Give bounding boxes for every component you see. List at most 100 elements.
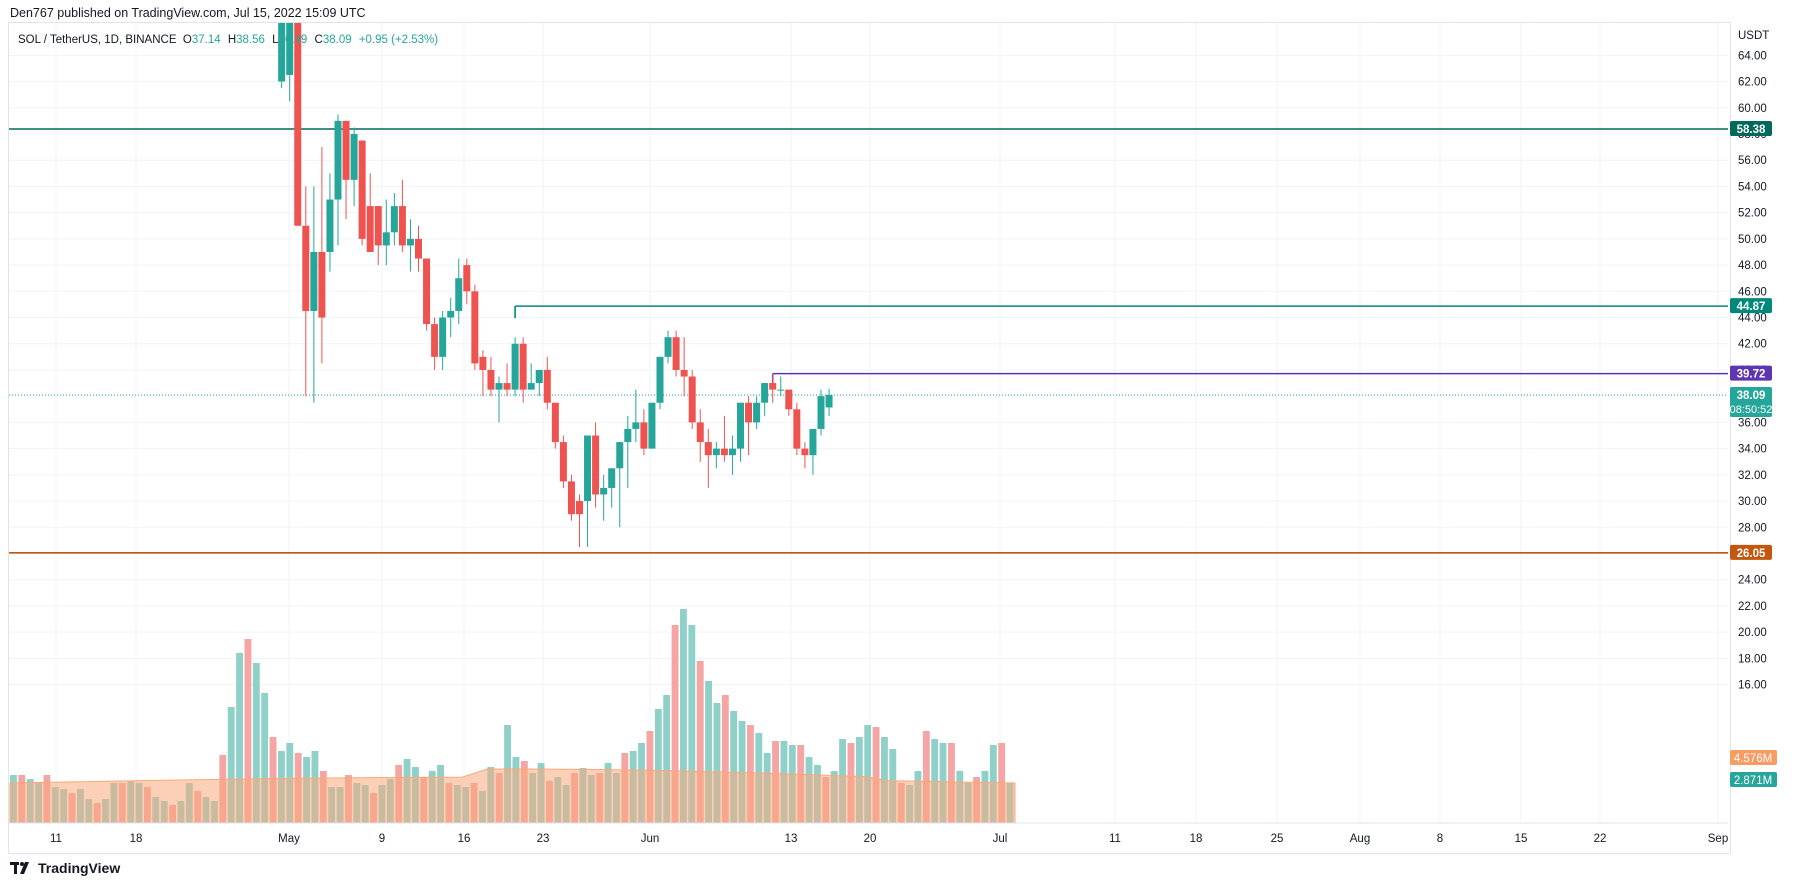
candle-body	[745, 402, 753, 423]
candle-body	[527, 383, 535, 390]
candle-body	[334, 120, 342, 200]
volume-ma-area	[9, 768, 1016, 824]
candle-body	[785, 389, 793, 410]
time-tick-label: 18	[130, 833, 143, 845]
time-tick-label: 23	[537, 833, 550, 845]
candle-body	[761, 383, 769, 403]
level-price-tag-text: 39.72	[1737, 369, 1766, 381]
time-tick-label: Sep	[1708, 833, 1728, 845]
candle-body	[737, 402, 744, 449]
candle-body	[592, 435, 600, 495]
price-tick-label: 20.00	[1738, 627, 1767, 639]
candle-body	[576, 501, 583, 515]
candle-body	[503, 383, 511, 390]
time-tick-label: 11	[1109, 833, 1121, 845]
volume-bar	[688, 625, 696, 823]
candle-body	[680, 369, 688, 377]
candle-body	[326, 199, 334, 252]
candle-body	[479, 356, 487, 370]
candle-body	[825, 395, 833, 408]
candle-body	[350, 133, 358, 180]
price-tick-label: 60.00	[1738, 103, 1767, 115]
time-tick-label: 25	[1271, 833, 1284, 845]
tradingview-footer[interactable]: TradingView	[10, 860, 120, 876]
price-tick-label: 18.00	[1738, 653, 1767, 665]
candle-body	[656, 356, 664, 403]
level-price-tag-text: 58.38	[1737, 124, 1766, 136]
candle-body	[471, 291, 479, 364]
candle-body	[704, 442, 712, 456]
volume-ma-tag	[1730, 750, 1777, 765]
candle-body	[728, 448, 736, 456]
volume-bar	[872, 727, 880, 823]
price-tick-label: 52.00	[1738, 208, 1767, 220]
volume-bar	[931, 739, 939, 823]
price-tick-label: 24.00	[1738, 575, 1767, 587]
volume-bar	[236, 653, 243, 823]
candle-body	[793, 409, 801, 449]
volume-bar	[713, 703, 721, 823]
candle-body	[278, 23, 286, 82]
last-price-tag	[1730, 387, 1772, 418]
price-tick-label: 56.00	[1738, 155, 1767, 167]
candle-body	[777, 389, 785, 391]
candle-body	[648, 402, 656, 449]
candle-body	[286, 23, 294, 75]
volume-bar	[671, 625, 679, 823]
time-tick-label: 18	[1190, 833, 1203, 845]
candle-body	[672, 337, 680, 370]
candle-body	[688, 376, 696, 423]
candle-body	[817, 396, 825, 429]
candle-body	[632, 422, 640, 429]
candles	[278, 23, 833, 547]
volume-bar	[730, 711, 738, 823]
candle-body	[640, 422, 648, 449]
horizontal-levels	[9, 128, 1728, 554]
candle-body	[431, 324, 439, 357]
candle-body	[712, 448, 720, 456]
volume-bar	[696, 661, 704, 823]
volume-bar	[244, 639, 252, 823]
time-tick-label: 11	[50, 833, 62, 845]
last-price-tag-text: 38.09	[1737, 390, 1766, 402]
candle-body	[551, 402, 559, 443]
volume-bar	[864, 725, 872, 823]
volume-moving-average	[9, 768, 1016, 824]
volume-ma-tag-text: 4.576M	[1734, 753, 1772, 765]
symbol-name: SOL / TetherUS, 1D, BINANCE	[18, 34, 177, 46]
candle-body	[769, 383, 777, 390]
price-tick-label: 22.00	[1738, 601, 1767, 613]
candle-body	[608, 468, 616, 488]
candle-body	[294, 23, 302, 226]
candle-body	[447, 310, 455, 318]
candle-body	[415, 238, 422, 259]
price-tick-label: 54.00	[1738, 181, 1767, 193]
candle-body	[342, 120, 350, 180]
candle-body	[753, 402, 761, 423]
price-tick-label: 42.00	[1738, 339, 1767, 351]
candle-body	[358, 140, 366, 239]
candle-body	[390, 206, 398, 233]
volume-bar	[680, 609, 687, 823]
candle-body	[616, 442, 624, 469]
high-label: H	[227, 34, 237, 46]
level-price-tag	[1730, 544, 1772, 560]
price-tick-label: 28.00	[1738, 522, 1767, 534]
candle-body	[366, 206, 374, 252]
candle-body	[382, 232, 390, 246]
candle-body	[487, 369, 495, 390]
tradingview-logo-icon	[10, 862, 32, 874]
price-tick-label: 34.00	[1738, 444, 1767, 456]
time-tick-label: Jul	[993, 833, 1008, 845]
volume-bar	[705, 681, 712, 823]
volume-tag-text: 2.871M	[1734, 775, 1772, 787]
candle-body	[398, 206, 406, 246]
candle-body	[567, 481, 575, 515]
chart-frame	[8, 22, 1731, 854]
price-tick-label: 46.00	[1738, 286, 1767, 298]
candle-body	[809, 428, 817, 456]
volume-bar	[252, 663, 260, 823]
change-value: +0.95 (+2.53%)	[358, 34, 439, 46]
time-tick-label: Jun	[641, 833, 660, 845]
